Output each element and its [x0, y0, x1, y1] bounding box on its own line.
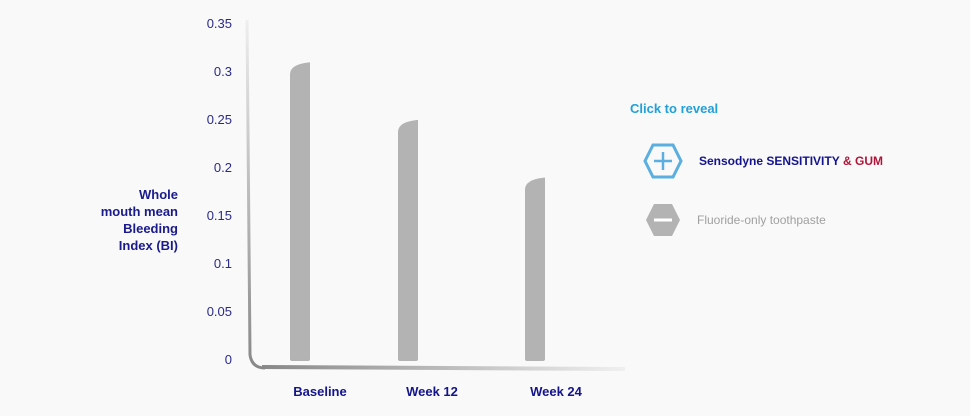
click-to-reveal-label[interactable]: Click to reveal — [630, 101, 719, 116]
x-axis-line — [261, 365, 626, 371]
legend-suffix: & GUM — [843, 154, 884, 168]
bar-week-12 — [398, 120, 418, 361]
y-tick-label: 0.35 — [207, 16, 232, 31]
legend-brand: Sensodyne SENSITIVITY — [699, 154, 840, 168]
legend-item-fluoride[interactable]: Fluoride-only toothpaste — [645, 203, 826, 237]
bar-baseline — [290, 62, 310, 362]
y-axis-line — [245, 19, 266, 370]
x-category-label: Baseline — [293, 384, 346, 399]
legend-item-sensodyne[interactable]: Sensodyne SENSITIVITY & GUM — [643, 143, 883, 179]
y-tick-label: 0 — [225, 352, 232, 367]
y-tick-label: 0.1 — [214, 256, 232, 271]
plus-hexagon-icon — [643, 143, 683, 179]
y-tick-label: 0.05 — [207, 304, 232, 319]
y-tick-label: 0.3 — [214, 64, 232, 79]
x-category-label: Week 12 — [406, 384, 458, 399]
y-axis-label: Whole mouth mean Bleeding Index (BI) — [100, 187, 178, 253]
y-tick-label: 0.15 — [207, 208, 232, 223]
y-tick-label: 0.25 — [207, 112, 232, 127]
y-tick-label: 0.2 — [214, 160, 232, 175]
minus-hexagon-icon — [646, 204, 680, 236]
legend-label: Fluoride-only toothpaste — [697, 213, 826, 227]
x-category-label: Week 24 — [530, 384, 583, 399]
bar-week-24 — [525, 177, 545, 361]
